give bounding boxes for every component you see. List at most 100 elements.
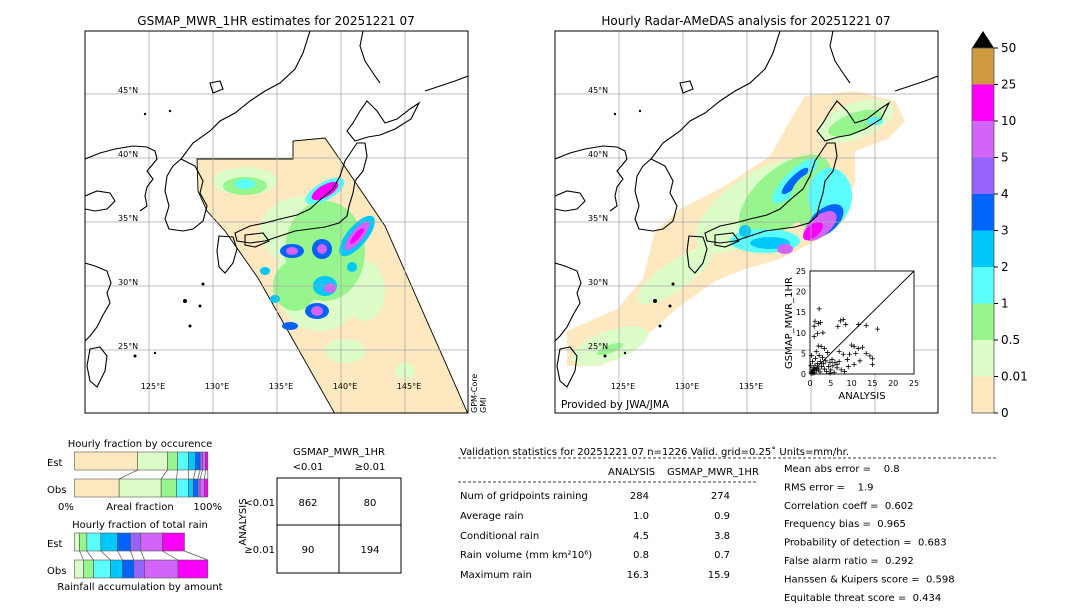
scatter-point: [815, 366, 821, 372]
est-bar-segment: [140, 532, 163, 552]
contingency-row-label: <0.01: [244, 498, 275, 509]
occurrence-title: Hourly fraction by occurence: [68, 439, 212, 450]
scatter-point: [814, 331, 820, 337]
est-bar-segment: [74, 451, 138, 471]
svg-text:35°N: 35°N: [588, 214, 608, 223]
est-bar-segment: [117, 532, 131, 552]
bar-connector: [100, 550, 111, 561]
est-bar-segment: [100, 532, 118, 552]
stats-score: Hanssen & Kuipers score = 0.598: [784, 574, 955, 585]
right-map-title: Hourly Radar-AMeDAS analysis for 2025122…: [601, 14, 890, 28]
scatter-point: [824, 369, 830, 375]
scatter-x-tick: 25: [909, 379, 919, 388]
scatter-point: [812, 366, 818, 372]
scatter-point: [815, 343, 821, 349]
data-credit: Provided by JWA/JMA: [561, 399, 670, 411]
right-lat-labels: 45°N 40°N 35°N 30°N 25°N: [588, 86, 608, 351]
left-lat-labels: 45°N 40°N 35°N 30°N 25°N: [118, 86, 138, 351]
colorbar-label: 10: [1001, 114, 1016, 128]
svg-text:140°E: 140°E: [333, 382, 357, 391]
scatter-point: [851, 343, 857, 349]
validation-statistics: Validation statistics for 20251221 07 n=…: [458, 446, 997, 604]
scatter-point: [817, 359, 823, 365]
scatter-point: [827, 359, 833, 365]
scatter-point: [820, 361, 826, 367]
scatter-point: [849, 342, 855, 348]
est-bar-segment: [162, 532, 185, 552]
scatter-point: [827, 370, 833, 376]
stats-score: Equitable threat score = 0.434: [784, 593, 941, 604]
contingency-row-title: ANALYSIS: [238, 498, 249, 545]
stats-row-gsmap: 0.7: [714, 550, 730, 561]
obs-bar-segment: [204, 478, 209, 498]
bar-connector: [160, 469, 168, 480]
colorbar-segment: [972, 267, 994, 304]
stats-row-gsmap: 3.8: [714, 531, 730, 542]
scatter-y-tick: 0: [801, 370, 806, 379]
scatter-point: [840, 317, 846, 323]
scatter-point: [851, 362, 857, 368]
scatter-y-tick: 10: [796, 329, 806, 338]
stats-row-analysis: 284: [630, 491, 649, 502]
left-lon-labels: 125°E 130°E 135°E 140°E 145°E: [141, 382, 421, 391]
scatter-point: [822, 345, 828, 351]
svg-text:30°N: 30°N: [588, 278, 608, 287]
bar-connector: [86, 550, 94, 561]
scatter-point: [823, 358, 829, 364]
stats-row-gsmap: 274: [711, 491, 730, 502]
occurrence-bars: [74, 451, 209, 498]
scatter-x-tick: 5: [828, 379, 833, 388]
scatter-point: [857, 358, 863, 364]
scatter-x-tick: 20: [888, 379, 898, 388]
scatter-point: [843, 322, 849, 328]
contingency-col-label: <0.01: [293, 462, 324, 473]
obs-bar-segment: [74, 559, 84, 579]
scatter-point: [869, 356, 875, 362]
left-map-title: GSMAP_MWR_1HR estimates for 20251221 07: [137, 14, 414, 28]
sensor-label-line1: GPM-Core: [470, 374, 479, 413]
obs-bar-segment: [197, 478, 201, 498]
scatter-point: [874, 326, 880, 332]
scatter-point: [817, 369, 823, 375]
contingency-cell: 90: [302, 545, 315, 556]
svg-text:125°E: 125°E: [611, 382, 635, 391]
scatter-point: [822, 366, 828, 372]
rain-fraction-title: Hourly fraction of total rain: [72, 520, 208, 531]
scatter-x-tick: 0: [807, 379, 812, 388]
scatter-point: [844, 357, 850, 363]
scatter-inset: 00 5 5 10 10 15 15 20 20 25 25 ANALYSIS GSMAP_MWR_…: [784, 267, 919, 402]
colorbar-label: 1: [1001, 297, 1009, 311]
colorbar-label: 0.01: [1001, 370, 1028, 384]
stats-score: Frequency bias = 0.965: [784, 519, 906, 530]
bar-connector: [162, 550, 178, 561]
scatter-point: [810, 370, 816, 376]
stats-score: False alarm ratio = 0.292: [784, 556, 914, 567]
scatter-point: [826, 364, 832, 370]
stats-row-gsmap: 0.9: [714, 511, 730, 522]
colorbar-segment: [972, 84, 994, 121]
obs-bar-segment: [199, 478, 205, 498]
svg-text:25°N: 25°N: [588, 342, 608, 351]
bar-connector: [184, 550, 208, 561]
bar-connector: [199, 469, 203, 480]
scatter-xlabel: ANALYSIS: [838, 391, 885, 402]
scatter-point: [863, 322, 869, 328]
svg-text:45°N: 45°N: [118, 86, 138, 95]
left-map: 45°N 40°N 35°N 30°N 25°N 125°E 130°E 135…: [84, 30, 488, 414]
scatter-point: [832, 359, 838, 365]
est-bar-segment: [79, 532, 88, 552]
svg-text:135°E: 135°E: [269, 382, 293, 391]
obs-bar-segment: [93, 559, 111, 579]
svg-text:130°E: 130°E: [675, 382, 699, 391]
colorbar-segment: [972, 340, 994, 377]
contingency-cell: 80: [364, 498, 377, 509]
colorbar-label: 50: [1001, 41, 1016, 55]
stats-col-gsmap: GSMAP_MWR_1HR: [667, 467, 759, 478]
est-bar-segment: [188, 451, 196, 471]
svg-text:45°N: 45°N: [588, 86, 608, 95]
scatter-point: [813, 348, 819, 354]
est-bar-segment: [167, 451, 178, 471]
scatter-point: [863, 350, 869, 356]
est-bar-segment: [202, 451, 206, 471]
scatter-x-tick: 15: [867, 379, 877, 388]
